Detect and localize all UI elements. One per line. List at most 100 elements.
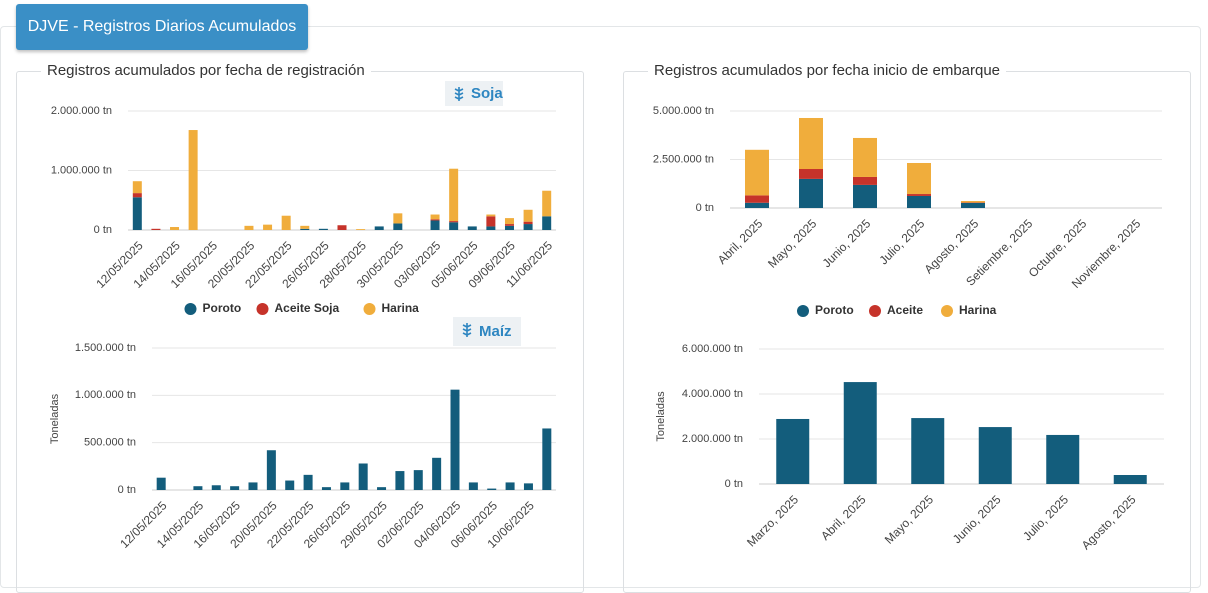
bar: [451, 390, 460, 490]
x-tick-label: Junio, 2025: [820, 216, 874, 270]
y-tick-label: 4.000.000 tn: [682, 388, 743, 400]
bar: [524, 483, 533, 490]
bar: [486, 215, 495, 217]
x-tick-label: Marzo, 2025: [744, 492, 801, 549]
bar: [133, 181, 142, 193]
x-tick-label: Mayo, 2025: [765, 216, 819, 270]
legend-marker: [941, 305, 953, 317]
bar: [133, 193, 142, 197]
bar: [542, 191, 551, 217]
legend-marker: [869, 305, 881, 317]
bar: [230, 486, 239, 490]
bar: [449, 169, 458, 221]
bar: [157, 478, 166, 490]
bar: [505, 226, 514, 230]
bar: [542, 428, 551, 490]
bar: [338, 225, 347, 230]
bar: [356, 229, 365, 230]
legend-label: Aceite: [887, 303, 923, 317]
bar: [505, 218, 514, 224]
legend-marker: [364, 303, 376, 315]
bar: [431, 220, 440, 230]
x-tick-label: Mayo, 2025: [882, 492, 936, 546]
bar: [263, 225, 272, 230]
bar: [1046, 435, 1079, 484]
bar: [432, 458, 441, 490]
bar: [468, 226, 477, 230]
bar: [300, 226, 309, 229]
bar: [282, 216, 291, 230]
bar: [212, 485, 221, 490]
legend-marker: [257, 303, 269, 315]
bar: [189, 130, 198, 230]
bar: [979, 427, 1012, 484]
bar: [377, 487, 386, 490]
bar: [340, 482, 349, 490]
bar: [799, 118, 823, 169]
y-tick-label: 2.000.000 tn: [682, 433, 743, 445]
bar: [853, 177, 877, 185]
bar: [375, 226, 384, 230]
bar: [745, 150, 769, 196]
bar: [431, 215, 440, 220]
bar: [449, 222, 458, 230]
bar: [961, 203, 985, 208]
x-tick-label: Abril, 2025: [715, 216, 766, 267]
y-tick-label: 0 tn: [696, 202, 714, 214]
bar: [431, 219, 440, 220]
y-tick-label: 1.000.000 tn: [51, 164, 112, 176]
bar: [853, 185, 877, 208]
x-tick-label: Junio, 2025: [950, 492, 1004, 546]
legend-label: Poroto: [815, 303, 854, 317]
bar: [193, 486, 202, 490]
y-tick-label: 0 tn: [118, 484, 136, 496]
charts: 0 tn1.000.000 tn2.000.000 tn12/05/202514…: [0, 0, 1208, 567]
bar: [170, 227, 179, 230]
bar: [907, 163, 931, 194]
y-tick-label: 1.000.000 tn: [75, 389, 136, 401]
bar: [853, 138, 877, 177]
bar: [487, 489, 496, 490]
bar: [505, 224, 514, 226]
y-tick-label: 1.500.000 tn: [75, 342, 136, 354]
y-tick-label: 0 tn: [94, 224, 112, 236]
x-tick-label: Abril, 2025: [818, 492, 869, 543]
bar: [776, 419, 809, 484]
legend-marker: [797, 305, 809, 317]
bar: [249, 482, 258, 490]
bar: [1114, 475, 1147, 484]
bar: [300, 229, 309, 230]
bar: [745, 203, 769, 208]
y-tick-label: 2.500.000 tn: [653, 153, 714, 165]
x-tick-label: Agosto, 2025: [921, 216, 981, 276]
bar: [359, 463, 368, 490]
bar: [304, 475, 313, 490]
x-tick-label: Julio, 2025: [1020, 492, 1071, 543]
bar: [907, 194, 931, 196]
bar: [151, 229, 160, 230]
bar: [486, 226, 495, 230]
bar: [393, 213, 402, 223]
bar: [911, 418, 944, 484]
x-tick-label: Agosto, 2025: [1079, 492, 1139, 552]
bar: [799, 169, 823, 179]
legend-label: Harina: [382, 301, 420, 315]
legend-label: Harina: [959, 303, 997, 317]
y-tick-label: 0 tn: [725, 478, 743, 490]
y-tick-label: 2.000.000 tn: [51, 105, 112, 117]
x-tick-label: Julio, 2025: [876, 216, 927, 267]
y-tick-label: 6.000.000 tn: [682, 343, 743, 355]
bar: [524, 224, 533, 230]
page: {"header": {"title": "DJVE - Registros D…: [0, 0, 1208, 567]
bar: [267, 450, 276, 490]
bar: [395, 471, 404, 490]
bar: [506, 482, 515, 490]
y-tick-label: 5.000.000 tn: [653, 105, 714, 117]
bar: [524, 210, 533, 222]
bar: [799, 179, 823, 208]
bar: [486, 216, 495, 226]
bar: [745, 195, 769, 202]
bar: [133, 197, 142, 230]
bar: [524, 222, 533, 224]
bar: [393, 223, 402, 230]
